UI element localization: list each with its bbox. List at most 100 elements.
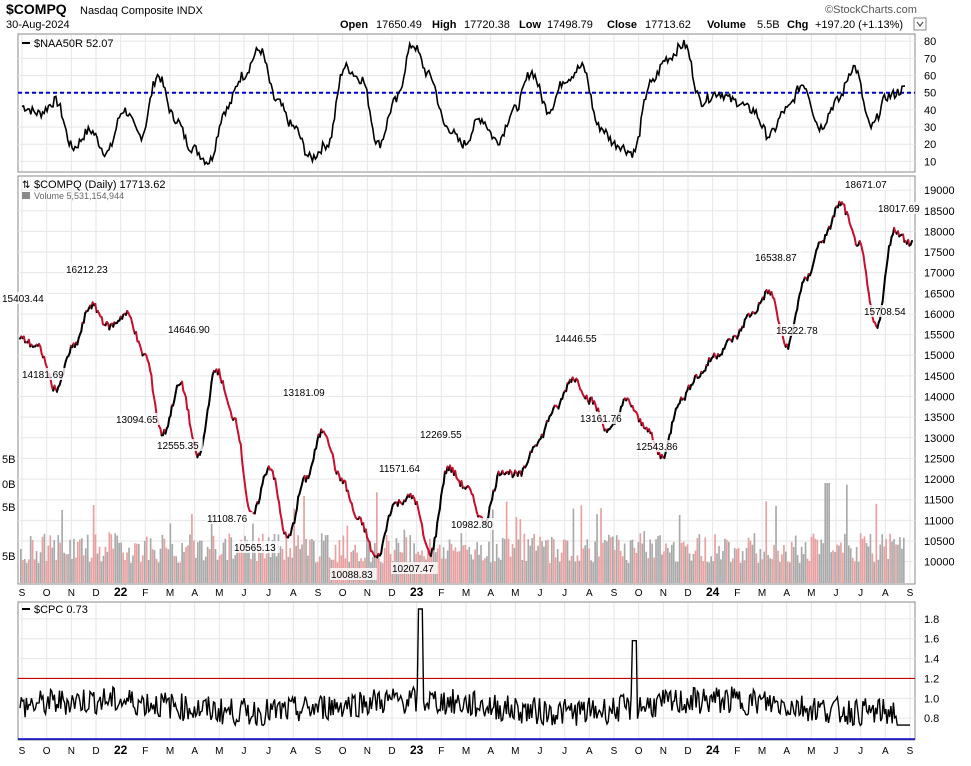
volume-bar — [885, 539, 887, 583]
volume-bar — [465, 545, 467, 583]
volume-bar — [307, 556, 309, 583]
volume-bar — [679, 515, 681, 583]
volume-bar — [643, 531, 645, 583]
price-segment-up — [824, 235, 825, 242]
x-tick-label-bottom: S — [907, 746, 914, 757]
price-segment-up — [209, 395, 210, 405]
volume-bar — [787, 562, 789, 583]
price-y-tick: 14000 — [924, 392, 955, 404]
x-tick-label-bottom: 23 — [410, 743, 424, 757]
volume-bar — [732, 559, 734, 584]
volume-bar — [242, 552, 244, 584]
volume-bar — [824, 483, 826, 583]
volume-bar — [571, 556, 573, 583]
x-tick-label-bottom: 24 — [706, 743, 720, 757]
volume-bar — [773, 545, 775, 583]
volume-bar — [559, 562, 561, 583]
volume-bar — [126, 553, 128, 584]
volume-bar — [327, 535, 329, 583]
volume-bar — [842, 553, 844, 583]
cpc-panel-title: $CPC 0.73 — [34, 604, 88, 616]
price-segment-up — [386, 522, 387, 530]
x-tick-label-bottom: J — [538, 746, 543, 757]
volume-bar — [531, 538, 533, 583]
price-segment-down — [151, 375, 152, 390]
price-annotation: 10982.80 — [451, 520, 493, 531]
volume-bar — [189, 534, 191, 583]
volume-bar — [606, 542, 608, 584]
price-segment-down — [455, 471, 456, 478]
volume-bar — [83, 555, 85, 583]
price-y-tick: 12000 — [924, 474, 955, 486]
volume-bar — [602, 543, 604, 583]
x-tick-label-bottom: F — [734, 746, 740, 757]
cpc-y-tick: 1.6 — [924, 634, 939, 646]
price-annotation: 13181.09 — [283, 388, 325, 399]
volume-bar — [714, 534, 716, 583]
x-tick-label-mid: J — [562, 588, 567, 599]
price-segment-up — [888, 246, 889, 258]
volume-bar — [826, 483, 828, 583]
price-annotation: 12555.35 — [157, 441, 199, 452]
x-tick-label-mid: F — [734, 588, 740, 599]
volume-bar — [99, 547, 101, 583]
volume-bar — [305, 539, 307, 583]
volume-bar — [815, 539, 817, 583]
price-segment-down — [236, 419, 237, 427]
volume-bar — [36, 551, 38, 583]
price-segment-up — [685, 393, 686, 400]
x-tick-label-bottom: N — [660, 746, 667, 757]
volume-bar — [203, 560, 205, 583]
volume-bar — [97, 554, 99, 584]
volume-bar — [319, 556, 321, 583]
volume-bar — [763, 552, 765, 583]
volume-bar — [44, 534, 46, 583]
volume-bar — [315, 563, 317, 584]
volume-bar — [321, 533, 323, 583]
price-segment-up — [543, 430, 544, 437]
volume-bar — [166, 548, 168, 583]
x-tick-label-bottom: A — [487, 746, 494, 757]
volume-bar — [626, 560, 628, 583]
volume-bar — [834, 552, 836, 583]
price-y-tick: 18000 — [924, 226, 955, 238]
volume-bar — [657, 536, 659, 583]
volume-bar — [781, 554, 783, 583]
x-tick-label-mid: J — [538, 588, 543, 599]
price-segment-down — [182, 382, 183, 391]
volume-bar — [791, 542, 793, 583]
volume-bar — [46, 561, 48, 583]
volume-bar — [217, 560, 219, 583]
price-segment-up — [437, 515, 438, 522]
volume-bar — [150, 538, 152, 583]
low-label: Low — [519, 19, 541, 31]
volume-bar — [903, 538, 905, 583]
volume-bar — [561, 553, 563, 583]
volume-bar — [612, 537, 614, 584]
x-tick-label-mid: S — [907, 588, 914, 599]
volume-bar — [632, 540, 634, 584]
volume-bar — [170, 523, 172, 583]
x-tick-label-bottom: J — [242, 746, 247, 757]
x-tick-label-mid: S — [611, 588, 618, 599]
volume-bar — [547, 540, 549, 583]
volume-bar — [889, 534, 891, 583]
volume-bar — [453, 551, 455, 584]
volume-bar — [474, 550, 476, 584]
price-segment-up — [171, 405, 172, 415]
volume-bar — [301, 545, 303, 584]
breadth-panel-title: $NAA50R 52.07 — [34, 38, 114, 50]
volume-bar — [111, 534, 113, 583]
volume-bar — [822, 543, 824, 583]
price-segment-down — [473, 495, 474, 502]
price-segment-down — [191, 430, 192, 438]
price-annotation: 15708.54 — [864, 307, 906, 318]
settings-icon[interactable] — [914, 18, 926, 30]
volume-bar — [789, 563, 791, 584]
volume-bar — [809, 561, 811, 583]
volume-bar — [61, 510, 63, 583]
volume-bar — [142, 555, 144, 583]
price-annotation: 13161.76 — [580, 414, 622, 425]
volume-bar — [689, 553, 691, 583]
price-segment-down — [154, 397, 155, 404]
